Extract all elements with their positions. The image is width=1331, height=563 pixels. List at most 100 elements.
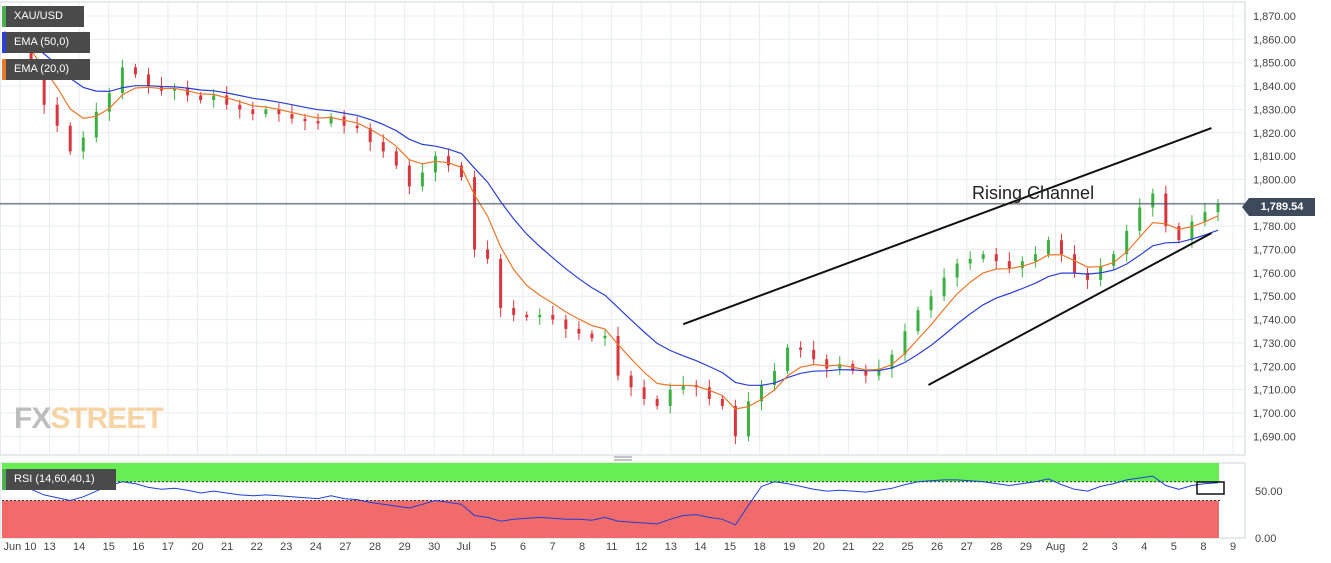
candle-body: [1164, 193, 1168, 227]
candle-body: [394, 151, 398, 166]
candle-body: [499, 258, 503, 308]
price-tick-label: 1,770.00: [1253, 245, 1296, 257]
candle-body: [238, 104, 242, 110]
candle-body: [133, 67, 137, 75]
x-axis-label: 26: [931, 541, 943, 553]
candle-body: [616, 335, 620, 376]
candle-body: [199, 95, 203, 101]
symbol-badge-marker: [2, 6, 6, 27]
candle-body: [525, 314, 529, 318]
candle-body: [759, 384, 763, 402]
ema-20-label: EMA (20,0): [14, 63, 70, 75]
candle-body: [251, 109, 255, 115]
x-axis-label: 15: [103, 541, 115, 553]
candle-body: [1190, 221, 1194, 241]
candle-body: [786, 347, 790, 371]
candle-body: [433, 156, 437, 173]
x-axis-label: 16: [132, 541, 144, 553]
candle-body: [838, 363, 842, 369]
x-axis-label: 23: [280, 541, 292, 553]
candle-body: [707, 387, 711, 399]
ema-50-color-marker: [2, 32, 6, 53]
x-axis-label: 8: [1200, 541, 1206, 553]
rsi-label: RSI (14,60,40,1): [14, 473, 95, 485]
x-axis-label: 21: [842, 541, 854, 553]
candle-body: [877, 368, 881, 376]
candle-body: [1151, 193, 1155, 208]
candle-body: [981, 254, 985, 259]
candle-body: [446, 156, 450, 166]
candle-body: [681, 384, 685, 390]
candle-body: [290, 114, 294, 119]
x-axis-label: 6: [520, 541, 526, 553]
x-axis-label: 8: [579, 541, 585, 553]
x-axis-label: 3: [1112, 541, 1118, 553]
candle-body: [629, 375, 633, 388]
candle-body: [460, 165, 464, 178]
price-panel: [0, 1, 1246, 456]
candle-body: [1020, 261, 1024, 269]
x-axis-label: 2: [1082, 541, 1088, 553]
candle-body: [1125, 230, 1129, 255]
candle-body: [81, 137, 85, 152]
x-axis-label: 5: [1171, 541, 1177, 553]
candle-body: [225, 95, 229, 105]
candle-body: [316, 121, 320, 124]
ema-20-line: [4, 38, 1219, 410]
channel-top-trendline: [682, 127, 1212, 326]
price-tick-label: 1,870.00: [1253, 11, 1296, 23]
candle-body: [890, 354, 894, 369]
fxstreet-logo: FXSTREET: [14, 402, 164, 435]
price-tick-label: 1,780.00: [1253, 221, 1296, 233]
x-axis-label: 29: [398, 541, 410, 553]
candle-body: [407, 165, 411, 187]
x-axis-label: Aug: [1046, 541, 1066, 553]
ema-50-line: [4, 38, 1219, 386]
candle-body: [486, 249, 490, 259]
candle-body: [655, 398, 659, 406]
candle-body: [329, 116, 333, 124]
price-tick-label: 1,860.00: [1253, 34, 1296, 46]
candle-body: [864, 370, 868, 376]
candle-body: [1203, 212, 1207, 222]
price-tick-label: 1,740.00: [1253, 315, 1296, 327]
candle-body: [420, 172, 424, 187]
x-axis-label: 13: [43, 541, 55, 553]
candle-body: [1138, 207, 1142, 231]
candle-body: [603, 335, 607, 339]
candle-body: [916, 310, 920, 332]
rsi-overbought-zone: [2, 463, 1219, 482]
price-tick-label: 1,850.00: [1253, 58, 1296, 70]
candle-body: [942, 277, 946, 297]
candle-body: [746, 401, 750, 437]
symbol-badge[interactable]: XAU/USD: [2, 6, 84, 27]
price-tick-label: 1,810.00: [1253, 151, 1296, 163]
candle-body: [968, 258, 972, 264]
candle-body: [551, 314, 555, 320]
candle-body: [355, 125, 359, 129]
candle-body: [68, 125, 72, 152]
rsi-badge[interactable]: RSI (14,60,40,1): [2, 469, 116, 490]
channel-bottom-trendline: [927, 232, 1212, 386]
x-axis-label: 12: [635, 541, 647, 553]
price-tick-label: 1,830.00: [1253, 104, 1296, 116]
price-tick-label: 1,750.00: [1253, 291, 1296, 303]
candle-body: [29, 44, 33, 70]
ema-20-badge[interactable]: EMA (20,0): [2, 59, 90, 80]
x-axis-label: 9: [1230, 541, 1236, 553]
candle-body: [1086, 272, 1090, 280]
candle-body: [1046, 240, 1050, 255]
candle-body: [538, 314, 542, 318]
x-axis-label: 28: [369, 541, 381, 553]
candle-body: [720, 398, 724, 406]
x-axis-label: 20: [191, 541, 203, 553]
price-tick-label: 1,720.00: [1253, 361, 1296, 373]
price-tick-label: 1,820.00: [1253, 128, 1296, 140]
candle-body: [812, 349, 816, 360]
symbol-label: XAU/USD: [14, 10, 63, 22]
candle-body: [825, 359, 829, 369]
candle-body: [107, 93, 111, 112]
x-axis-label: 24: [310, 541, 322, 553]
ema-50-badge[interactable]: EMA (50,0): [2, 32, 90, 53]
x-axis-label: 5: [490, 541, 496, 553]
